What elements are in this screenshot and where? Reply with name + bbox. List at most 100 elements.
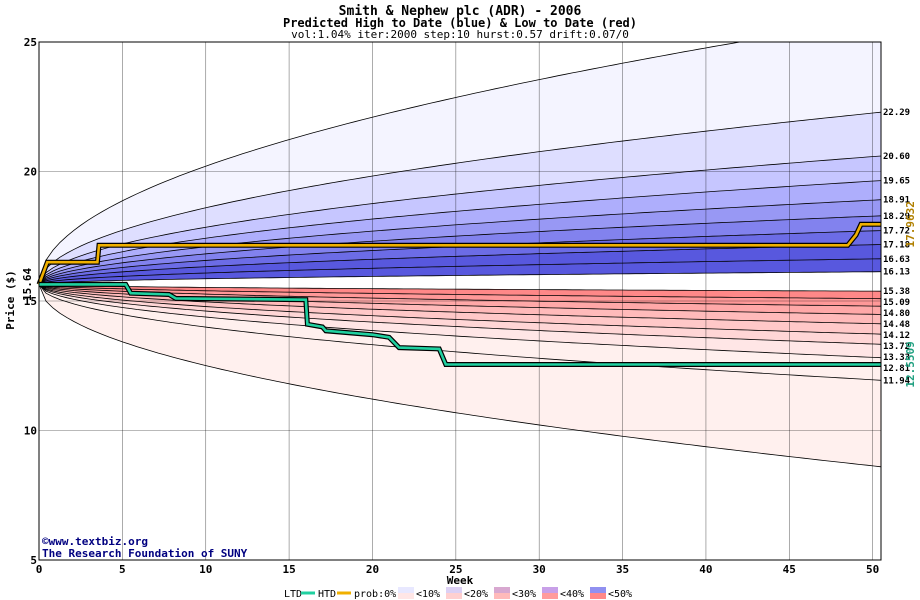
percentile-line-12: [39, 284, 881, 307]
legend-bin-swatch-blue: [494, 587, 510, 593]
credit-url: ©www.textbiz.org: [42, 535, 148, 548]
legend-bin-swatch-red: [398, 593, 414, 599]
legend-bin-swatch-red: [590, 593, 606, 599]
legend-bin-label: <30%: [512, 589, 536, 600]
percentile-lines: [39, 42, 881, 468]
legend-bin-5: <50%: [590, 587, 632, 600]
x-tick-label: 0: [36, 563, 43, 576]
y-tick-label: 25: [24, 36, 37, 49]
percentile-end-label: 14.48: [883, 320, 910, 330]
band-upper-2: [39, 156, 881, 285]
percentile-line-16: [39, 284, 881, 345]
band-upper-3: [39, 180, 881, 285]
percentile-end-label: 12.81: [883, 364, 910, 374]
copyright-icon: ©: [42, 535, 49, 548]
axes: 0 5 10 15 20 25 30 35 40 45 5051015202515.6422.292…: [21, 36, 917, 576]
band-lower-8: [39, 284, 881, 381]
legend-bin-swatch-red: [494, 593, 510, 599]
percentile-line-9: [39, 271, 881, 285]
legend-bin-label: <50%: [608, 589, 632, 600]
percentile-end-label: 15.09: [883, 298, 910, 308]
percentile-line-2: [39, 155, 881, 285]
series-lines: [36, 221, 881, 367]
percentile-end-label: 13.33: [883, 353, 910, 363]
plot-frame: [38, 41, 882, 561]
series-htd: [37, 223, 881, 285]
percentile-end-label: 14.80: [883, 309, 910, 319]
band-lower-3: [39, 284, 881, 315]
y-tick-label: 5: [30, 554, 37, 567]
legend: LTD HTD prob:0% <10% <20% <30% <40% <50%: [284, 587, 632, 600]
percentile-end-label: 16.13: [883, 268, 910, 278]
x-tick-label: 45: [783, 563, 796, 576]
y-tick-label: 10: [24, 425, 37, 438]
legend-bin-swatch-red: [446, 593, 462, 599]
start-price-label: 15.64: [21, 267, 34, 300]
legend-bin-swatch-red: [542, 593, 558, 599]
percentile-line-10: [39, 284, 881, 292]
percentile-line-19: [39, 284, 881, 468]
percentile-end-label: 19.65: [883, 177, 910, 187]
percentile-line-4: [39, 199, 881, 285]
x-tick-label: 10: [199, 563, 212, 576]
percentile-line-7: [39, 244, 881, 285]
percentile-end-label: 18.29: [883, 212, 910, 222]
band-upper-4: [39, 199, 881, 285]
percentile-end-label: 17.72: [883, 227, 910, 237]
legend-bin-label: <10%: [416, 589, 440, 600]
y-axis-title: Price ($): [4, 270, 17, 330]
percentile-end-label: 18.91: [883, 196, 910, 206]
legend-prob-label: prob:0%: [354, 589, 396, 600]
percentile-end-label: 15.38: [883, 287, 910, 297]
band-lower-9: [39, 284, 881, 467]
legend-bin-swatch-blue: [542, 587, 558, 593]
x-tick-label: 25: [449, 563, 462, 576]
legend-bin-swatch-blue: [398, 587, 414, 593]
legend-bin-swatch-blue: [590, 587, 606, 593]
x-tick-label: 20: [366, 563, 379, 576]
y-tick-label: 15: [24, 295, 37, 308]
percentile-line-3: [39, 180, 881, 285]
plot-area: [39, 42, 881, 560]
x-axis-title: Week: [447, 574, 474, 587]
legend-ltd-label: LTD: [284, 589, 302, 600]
legend-bin-2: <20%: [446, 587, 488, 600]
legend-bin-swatch-blue: [446, 587, 462, 593]
percentile-end-label: 11.94: [883, 376, 911, 386]
chart-title: Smith & Nephew plc (ADR) - 2006: [339, 4, 582, 19]
band-lower-4: [39, 284, 881, 324]
x-tick-label: 40: [699, 563, 712, 576]
chart-params: vol:1.04% iter:2000 step:10 hurst:0.57 d…: [291, 28, 629, 41]
band-lower-7: [39, 284, 881, 358]
y-tick-label: 20: [24, 166, 37, 179]
x-tick-label: 30: [533, 563, 546, 576]
percentile-line-11: [39, 284, 881, 300]
percentile-end-label: 17.18: [883, 241, 910, 251]
x-tick-label: 15: [282, 563, 295, 576]
legend-bin-label: <40%: [560, 589, 584, 600]
band-lower-5: [39, 284, 881, 335]
credit-org: The Research Foundation of SUNY: [42, 547, 248, 560]
series-htd-end-label: 17.9632: [904, 201, 917, 247]
percentile-line-1: [39, 111, 881, 285]
band-center: [39, 271, 881, 292]
credit: ©www.textbiz.org The Research Foundation…: [42, 535, 248, 560]
x-tick-label: 35: [616, 563, 629, 576]
percentile-line-5: [39, 215, 881, 285]
percentile-line-0: [39, 42, 742, 285]
percentile-end-label: 22.29: [883, 108, 910, 118]
band-upper-5: [39, 215, 881, 285]
band-upper-7: [39, 244, 881, 285]
percentile-end-label: 13.72: [883, 342, 910, 352]
chart-subtitle: Predicted High to Date (blue) & Low to D…: [283, 16, 637, 30]
band-lower-6: [39, 284, 881, 345]
credit-url-text: www.textbiz.org: [49, 535, 148, 548]
band-upper-1: [39, 112, 881, 285]
series-ltd-end-label: 12.5509: [904, 341, 917, 387]
legend-htd-label: HTD: [318, 589, 336, 600]
percentile-line-18: [39, 284, 881, 381]
legend-bin-1: <10%: [398, 587, 440, 600]
percentile-line-15: [39, 284, 881, 335]
percentile-line-17: [39, 284, 881, 359]
